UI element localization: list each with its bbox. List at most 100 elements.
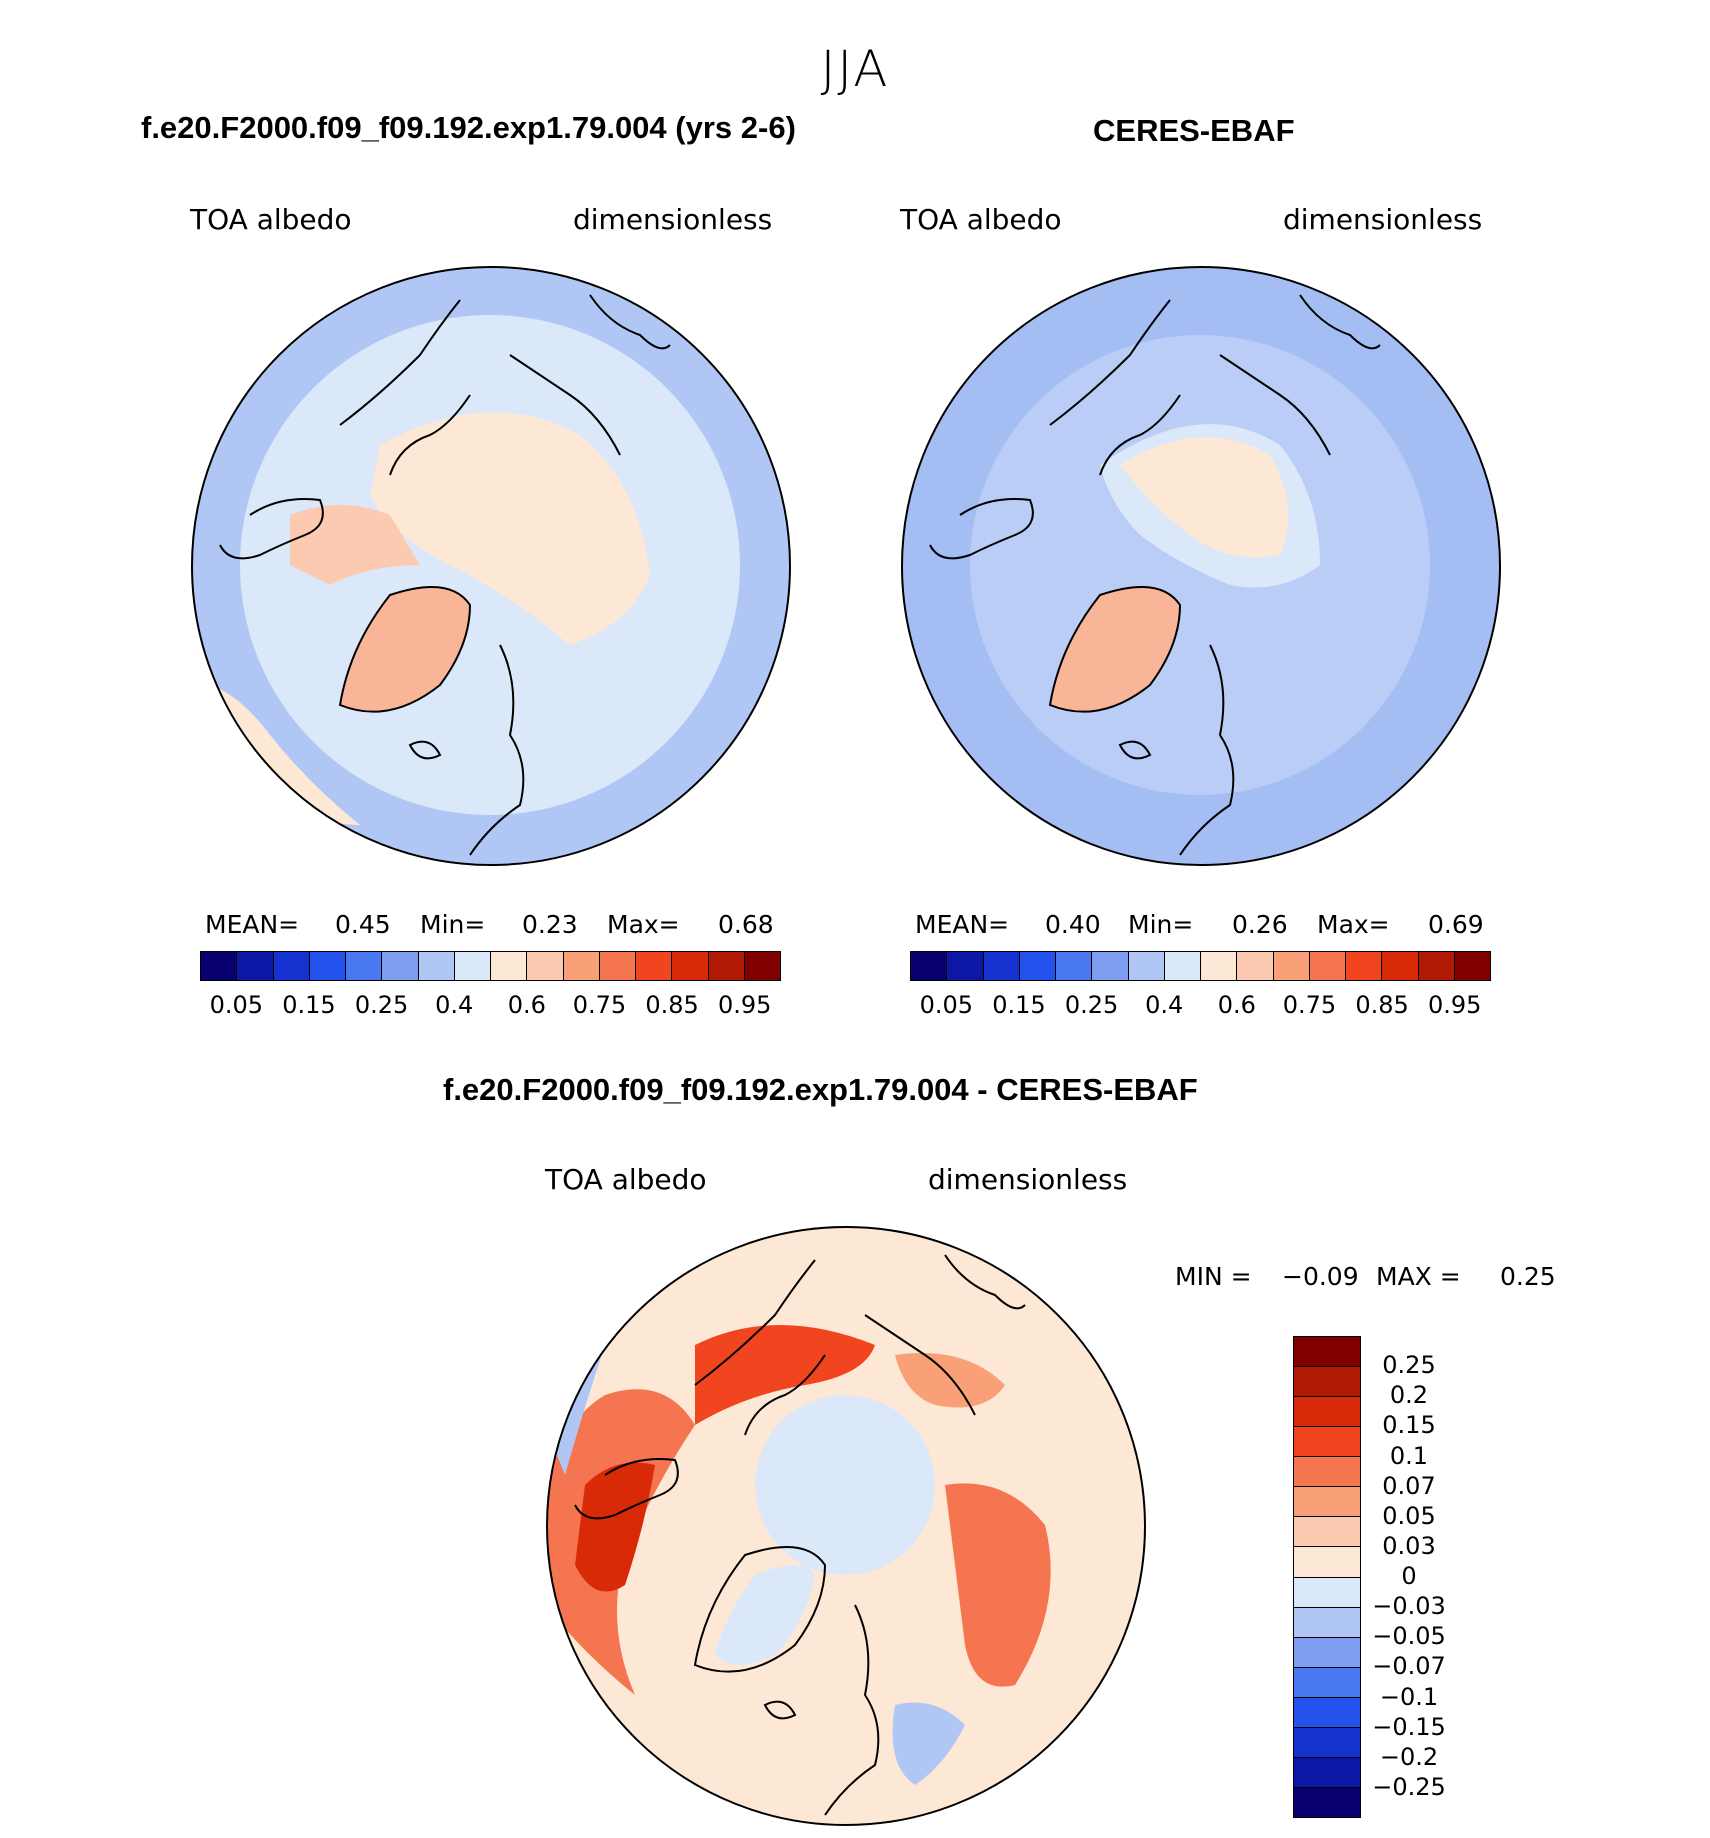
diff-max-label: MAX = — [1376, 1262, 1461, 1291]
panel1-colorbar-swatch — [672, 952, 709, 980]
diff-coastlines — [574, 1254, 1026, 1816]
panel2-variable: TOA albedo — [900, 203, 1062, 236]
diff-colorbar-swatch — [1294, 1517, 1360, 1548]
panel1-mean-value: 0.45 — [335, 910, 391, 939]
panel2-map-border — [901, 266, 1501, 866]
diff-colorbar-swatch — [1294, 1487, 1360, 1518]
panel2-colorbar-tick-label: 0.95 — [1427, 991, 1482, 1019]
panel2-polar-map — [901, 266, 1501, 866]
diff-colorbar-tick-label: 0.2 — [1389, 1381, 1429, 1410]
diff-units: dimensionless — [928, 1163, 1128, 1196]
panel1-colorbar-swatch — [237, 952, 274, 980]
diff-scandinavia-field — [945, 1483, 1051, 1687]
panel2-colorbar-tick-label: 0.85 — [1355, 991, 1409, 1019]
diff-colorbar-swatch — [1294, 1427, 1360, 1458]
panel1-colorbar-tick-label: 0.95 — [717, 991, 772, 1019]
panel2-colorbar-swatch — [1454, 952, 1490, 980]
panel2-colorbar-swatch — [1056, 952, 1093, 980]
diff-colorbar-tick-label: 0.25 — [1382, 1351, 1436, 1380]
panel1-colorbar-swatch — [744, 952, 780, 980]
panel1-min-value: 0.23 — [522, 910, 578, 939]
panel1-colorbar-tick-label: 0.75 — [572, 991, 627, 1019]
diff-colorbar-swatch — [1294, 1757, 1360, 1788]
panel1-map-border — [191, 266, 791, 866]
panel1-coastlines — [219, 294, 671, 856]
diff-colorbar-tick-label: 0.05 — [1382, 1501, 1436, 1530]
diff-colorbar-tick-label: −0.25 — [1372, 1772, 1446, 1801]
diff-colorbar-tick-label: −0.2 — [1379, 1742, 1439, 1771]
panel1-colorbar — [200, 951, 781, 981]
panel2-max-label: Max= — [1317, 910, 1390, 939]
season-title: JJA — [820, 40, 890, 98]
panel1-title: f.e20.F2000.f09_f09.192.exp1.79.004 (yrs… — [141, 110, 796, 145]
panel2-colorbar-swatch — [1382, 952, 1419, 980]
panel2-min-value: 0.26 — [1232, 910, 1288, 939]
panel1-colorbar-swatch — [527, 952, 564, 980]
panel1-colorbar-swatch — [563, 952, 600, 980]
diff-colorbar-swatch — [1294, 1457, 1360, 1488]
diff-greenland-field — [715, 1565, 815, 1665]
panel1-polar-map — [191, 266, 791, 866]
diff-colorbar-swatch — [1294, 1367, 1360, 1398]
panel2-colorbar-swatch — [1309, 952, 1346, 980]
panel2-colorbar-swatch — [911, 952, 948, 980]
diff-colorbar-tick-label: −0.07 — [1372, 1652, 1446, 1681]
diff-east-siberia-field — [895, 1353, 1005, 1408]
diff-min-value: −0.09 — [1282, 1262, 1359, 1291]
panel1-max-label: Max= — [607, 910, 680, 939]
panel2-colorbar-tick-label: 0.75 — [1282, 991, 1337, 1019]
diff-map-border — [546, 1226, 1146, 1826]
panel1-arctic-ice-field — [370, 412, 650, 645]
diff-colorbar-tick-label: 0.1 — [1389, 1441, 1429, 1470]
diff-colorbar-swatch — [1294, 1397, 1360, 1428]
panel1-colorbar-swatch — [346, 952, 383, 980]
diff-colorbar-tick-label: 0.03 — [1382, 1531, 1436, 1560]
diff-colorbar-tick-label: 0.07 — [1382, 1471, 1436, 1500]
panel2-colorbar-swatch — [947, 952, 984, 980]
panel1-colorbar-swatch — [454, 952, 491, 980]
panel1-colorbar-tick-label: 0.05 — [209, 991, 264, 1019]
panel2-colorbar-swatch — [1128, 952, 1165, 980]
panel1-colorbar-swatch — [273, 952, 310, 980]
panel1-colorbar-swatch — [418, 952, 455, 980]
panel1-colorbar-swatch — [201, 952, 238, 980]
panel2-colorbar — [910, 951, 1491, 981]
diff-colorbar-swatch — [1294, 1787, 1360, 1817]
panel2-min-label: Min= — [1128, 910, 1194, 939]
panel1-variable: TOA albedo — [190, 203, 352, 236]
diff-colorbar-swatch — [1294, 1577, 1360, 1608]
panel2-colorbar-swatch — [1273, 952, 1310, 980]
panel2-max-value: 0.69 — [1428, 910, 1484, 939]
panel2-mean-label: MEAN= — [915, 910, 1010, 939]
panel2-arctic-ice-field — [1120, 437, 1288, 558]
diff-colorbar-swatch — [1294, 1607, 1360, 1638]
panel1-greenland-field — [340, 587, 470, 712]
diff-polar-map — [546, 1226, 1146, 1826]
diff-europe-field — [892, 1702, 965, 1785]
panel1-colorbar-swatch — [309, 952, 346, 980]
panel2-colorbar-swatch — [1092, 952, 1129, 980]
diff-west-rim-field — [547, 1345, 605, 1475]
panel2-colorbar-tick-label: 0.4 — [1145, 991, 1184, 1019]
diff-max-value: 0.25 — [1500, 1262, 1556, 1291]
panel2-colorbar-tick-label: 0.25 — [1064, 991, 1119, 1019]
panel2-greenland-field — [1050, 587, 1180, 712]
panel1-colorbar-swatch — [599, 952, 636, 980]
panel1-colorbar-tick-label: 0.25 — [354, 991, 409, 1019]
diff-colorbar-swatch — [1294, 1547, 1360, 1578]
panel1-colorbar-swatch — [708, 952, 745, 980]
panel1-colorbar-tick-label: 0.6 — [507, 991, 546, 1019]
panel2-colorbar-swatch — [1201, 952, 1238, 980]
panel1-rim-field — [210, 685, 360, 825]
diff-colorbar-tick-label: −0.05 — [1372, 1622, 1446, 1651]
diff-colorbar-tick-label: −0.1 — [1379, 1682, 1439, 1711]
diff-variable: TOA albedo — [545, 1163, 707, 1196]
panel2-colorbar-swatch — [1346, 952, 1383, 980]
diff-colorbar-tick-label: −0.15 — [1372, 1712, 1446, 1741]
panel2-colorbar-tick-label: 0.15 — [992, 991, 1046, 1019]
panel1-archipelago-field — [290, 505, 420, 585]
panel2-title: CERES-EBAF — [1093, 113, 1295, 148]
panel2-colorbar-swatch — [1418, 952, 1455, 980]
panel2-colorbar-swatch — [1237, 952, 1274, 980]
diff-colorbar — [1293, 1336, 1361, 1818]
